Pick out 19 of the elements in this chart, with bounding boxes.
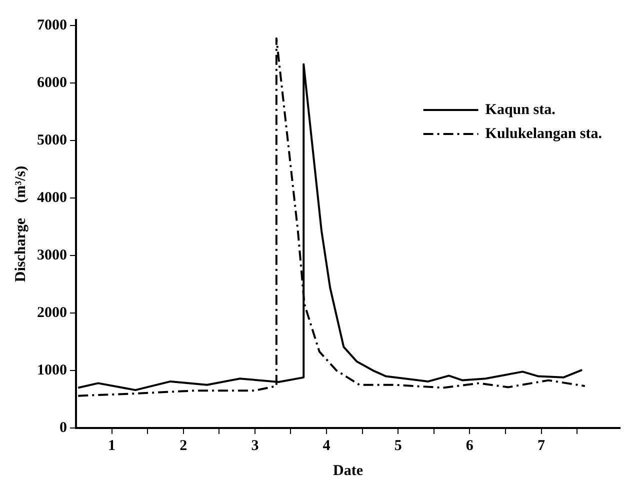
y-tick-label: 5000 (37, 132, 67, 149)
x-tick-label: 1 (108, 438, 116, 454)
x-tick-label: 4 (322, 438, 331, 454)
y-tick-label: 6000 (37, 75, 67, 92)
x-tick-label: 3 (251, 438, 259, 454)
x-tick-label: 5 (394, 438, 402, 454)
y-tick-label: 0 (60, 420, 67, 436)
x-tick-label: 7 (538, 438, 546, 454)
y-tick-label: 3000 (37, 247, 67, 264)
y-tick-label: 1000 (37, 362, 67, 378)
x-tick-label: 6 (466, 438, 474, 454)
x-tick-label: 2 (180, 438, 188, 454)
y-tick-label: 4000 (37, 190, 67, 206)
y-axis-title: Discharge (m³/s) (12, 166, 29, 282)
y-tick-label: 7000 (37, 18, 67, 34)
x-axis-title: Date (333, 462, 364, 479)
legend-label: Kaqun sta. (485, 102, 556, 118)
legend-label: Kulukelangan sta. (485, 126, 602, 142)
y-tick-label: 2000 (37, 304, 67, 321)
